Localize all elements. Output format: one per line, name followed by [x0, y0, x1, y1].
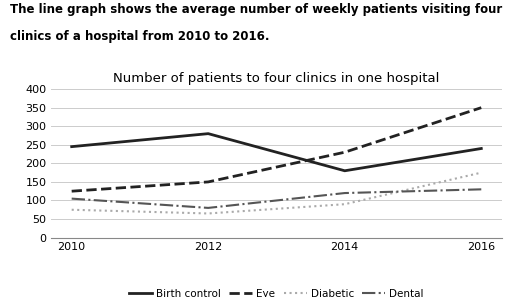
- Legend: Birth control, Eye, Diabetic, Dental: Birth control, Eye, Diabetic, Dental: [125, 285, 428, 297]
- Title: Number of patients to four clinics in one hospital: Number of patients to four clinics in on…: [113, 72, 440, 85]
- Text: The line graph shows the average number of weekly patients visiting four: The line graph shows the average number …: [10, 3, 502, 16]
- Text: clinics of a hospital from 2010 to 2016.: clinics of a hospital from 2010 to 2016.: [10, 30, 270, 43]
